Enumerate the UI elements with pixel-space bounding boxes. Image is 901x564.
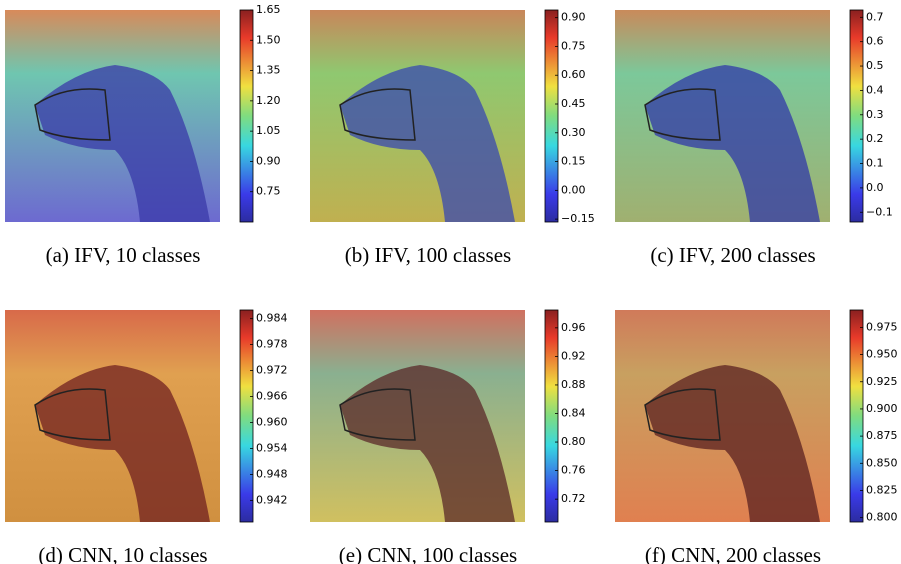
colorbar-tick-label: 0.2 bbox=[866, 132, 884, 145]
colorbar-tick-label: 0.966 bbox=[256, 390, 288, 403]
colorbar-tick-label: 0.960 bbox=[256, 415, 288, 428]
colorbar-tick-label: 0.00 bbox=[561, 183, 586, 196]
colorbar-tick-label: 1.65 bbox=[256, 3, 281, 16]
colorbar-tick-label: 0.0 bbox=[866, 181, 884, 194]
colorbar-tick-label: 1.50 bbox=[256, 33, 281, 46]
colorbar-tick-label: 0.60 bbox=[561, 68, 586, 81]
colorbar-tick-label: 1.05 bbox=[256, 124, 281, 137]
caption: (f) CNN, 200 classes bbox=[645, 543, 821, 564]
colorbar-tick-label: 0.90 bbox=[561, 11, 586, 24]
colorbar-tick-label: 0.972 bbox=[256, 364, 288, 377]
colorbar-tick-label: 0.800 bbox=[866, 511, 898, 524]
colorbar-tick-label: 0.984 bbox=[256, 312, 288, 325]
colorbar-tick-label: 0.84 bbox=[561, 407, 586, 420]
panel: 0.7 0.6 0.5 0.4 0.3 0.2 0.1 0.0 −0.1 (c) IFV, 200… bbox=[615, 10, 893, 267]
caption: (a) IFV, 10 classes bbox=[46, 243, 201, 267]
colorbar-tick-label: −0.1 bbox=[866, 205, 893, 218]
colorbar-tick-label: 0.954 bbox=[256, 441, 288, 454]
colorbar-tick-label: −0.15 bbox=[561, 212, 595, 225]
colorbar-tick-label: 0.900 bbox=[866, 402, 898, 415]
colorbar-tick-label: 0.96 bbox=[561, 321, 586, 334]
colorbar-tick-label: 0.975 bbox=[866, 320, 898, 333]
colorbar-tick-label: 0.75 bbox=[561, 39, 586, 52]
panel: 0.96 0.92 0.88 0.84 0.80 0.76 0.72 (e) CNN, 100… bbox=[310, 310, 586, 564]
colorbar-tick-label: 0.76 bbox=[561, 464, 586, 477]
colorbar-tick-label: 0.15 bbox=[561, 155, 586, 168]
caption: (d) CNN, 10 classes bbox=[38, 543, 207, 564]
colorbar-tick-label: 0.7 bbox=[866, 10, 884, 23]
colorbar-tick-label: 0.75 bbox=[256, 185, 281, 198]
panel: 0.975 0.950 0.925 0.900 0.875 0.850 0.825 0.800… bbox=[615, 310, 898, 564]
colorbar-tick-label: 0.72 bbox=[561, 492, 586, 505]
caption: (b) IFV, 100 classes bbox=[345, 243, 511, 267]
colorbar-tick-label: 0.1 bbox=[866, 157, 884, 170]
colorbar-tick-label: 0.850 bbox=[866, 456, 898, 469]
colorbar-tick-label: 0.80 bbox=[561, 435, 586, 448]
colorbar-tick-label: 0.88 bbox=[561, 378, 586, 391]
colorbar bbox=[240, 10, 253, 222]
caption: (c) IFV, 200 classes bbox=[650, 243, 815, 267]
colorbar-tick-label: 0.925 bbox=[866, 375, 898, 388]
colorbar-tick-label: 0.950 bbox=[866, 348, 898, 361]
colorbar-tick-label: 1.35 bbox=[256, 64, 281, 77]
caption: (e) CNN, 100 classes bbox=[339, 543, 517, 564]
figure: 1.65 1.50 1.35 1.20 1.05 0.90 0.75 (a) IFV, 10 … bbox=[0, 0, 901, 564]
colorbar bbox=[545, 310, 558, 522]
colorbar-tick-label: 0.942 bbox=[256, 493, 288, 506]
colorbar-tick-label: 0.3 bbox=[866, 108, 884, 121]
colorbar-tick-label: 0.825 bbox=[866, 483, 898, 496]
colorbar-tick-label: 0.92 bbox=[561, 349, 586, 362]
colorbar-tick-label: 0.30 bbox=[561, 126, 586, 139]
panel: 0.984 0.978 0.972 0.966 0.960 0.954 0.948 0.942… bbox=[5, 310, 288, 564]
colorbar-tick-label: 0.90 bbox=[256, 154, 281, 167]
colorbar-tick-label: 0.978 bbox=[256, 338, 288, 351]
colorbar-tick-label: 0.6 bbox=[866, 35, 884, 48]
colorbar-tick-label: 0.4 bbox=[866, 83, 884, 96]
panel: 0.90 0.75 0.60 0.45 0.30 0.15 0.00 −0.15 (b) IFV… bbox=[310, 10, 595, 267]
colorbar-tick-label: 0.875 bbox=[866, 429, 898, 442]
colorbar-tick-label: 0.948 bbox=[256, 467, 288, 480]
colorbar-tick-label: 0.5 bbox=[866, 59, 884, 72]
colorbar-tick-label: 0.45 bbox=[561, 97, 586, 110]
colorbar-tick-label: 1.20 bbox=[256, 94, 281, 107]
colorbar bbox=[240, 310, 253, 522]
panel: 1.65 1.50 1.35 1.20 1.05 0.90 0.75 (a) IFV, 10 … bbox=[5, 3, 281, 267]
